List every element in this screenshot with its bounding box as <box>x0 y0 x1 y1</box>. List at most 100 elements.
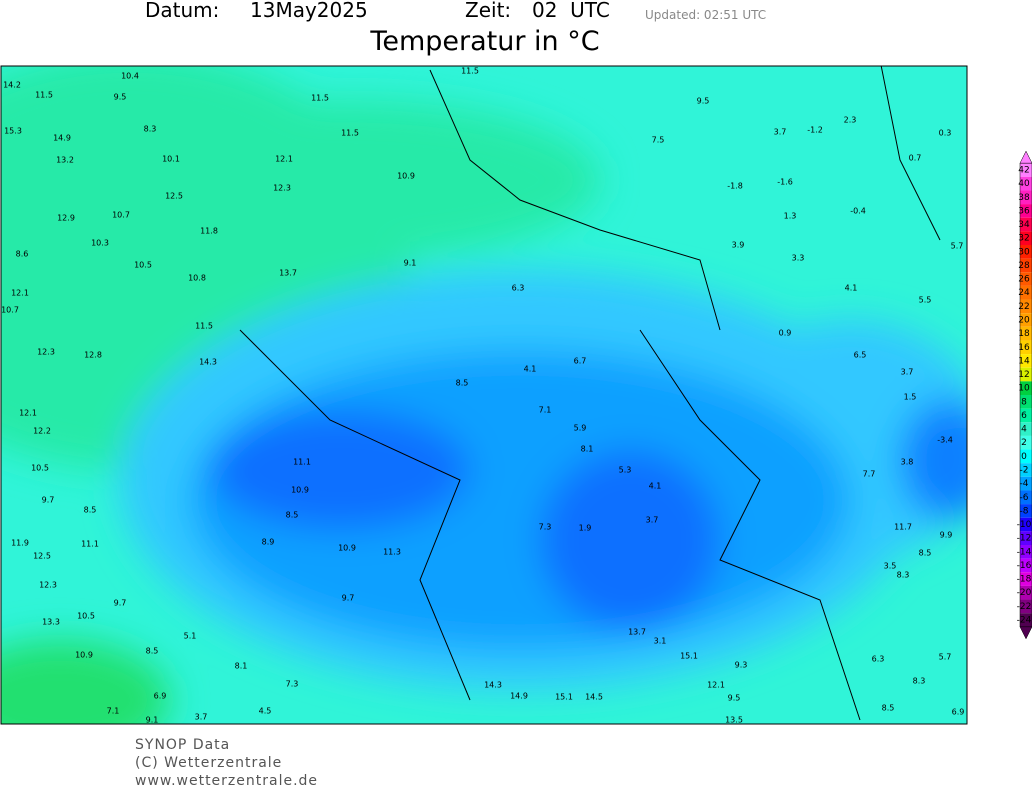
legend-swatch <box>1020 517 1032 532</box>
station-value: 11.5 <box>35 91 53 100</box>
station-value: -1.2 <box>807 126 823 135</box>
legend-swatch <box>1020 408 1032 423</box>
legend-swatch <box>1020 422 1032 436</box>
station-value: 9.9 <box>940 531 953 540</box>
station-value: -1.8 <box>727 182 743 191</box>
legend-tick-label: 6 <box>1021 411 1027 421</box>
station-value: 12.3 <box>37 348 55 357</box>
time: 02 UTC <box>532 0 610 22</box>
borders <box>239 66 941 721</box>
station-value: 5.7 <box>951 242 964 251</box>
legend-tick-label: 32 <box>1018 234 1029 244</box>
station-value: 11.8 <box>200 227 218 236</box>
station-value: 10.4 <box>121 72 139 81</box>
station-value: 10.1 <box>162 155 180 164</box>
legend-tick-label: 18 <box>1018 329 1030 339</box>
updated: Updated: 02:51 UTC <box>645 8 766 22</box>
legend-swatch <box>1020 463 1032 477</box>
legend-swatch <box>1020 545 1032 559</box>
legend-swatch <box>1020 285 1032 300</box>
station-value: 2.3 <box>844 116 857 125</box>
station-value: 10.3 <box>91 239 109 248</box>
station-value: 9.5 <box>728 694 741 703</box>
station-value: 6.9 <box>952 708 965 717</box>
legend-tick-label: -24 <box>1017 616 1032 626</box>
station-value: 12.8 <box>84 351 102 360</box>
station-value: 11.3 <box>383 548 401 557</box>
station-value: 14.5 <box>585 693 603 702</box>
station-value: 3.7 <box>195 713 208 722</box>
station-value: 11.1 <box>81 540 99 549</box>
station-value: 8.5 <box>84 506 97 515</box>
legend-tick-label: 16 <box>1018 343 1030 353</box>
legend-tick-label: 4 <box>1021 425 1027 435</box>
station-value: 10.9 <box>397 172 415 181</box>
station-value: -0.4 <box>850 207 866 216</box>
legend-swatch <box>1020 231 1032 245</box>
station-value: 13.7 <box>628 628 646 637</box>
station-value: 11.7 <box>894 523 912 532</box>
station-value: 4.1 <box>524 365 537 374</box>
legend-swatch <box>1020 490 1032 505</box>
station-value: 10.5 <box>31 464 49 473</box>
station-value: 5.9 <box>574 424 587 433</box>
legend-swatch <box>1020 476 1032 491</box>
station-value: 13.2 <box>56 156 74 165</box>
legend-swatch <box>1020 258 1032 273</box>
station-value: 6.7 <box>574 357 587 366</box>
legend-tick-label: -10 <box>1017 520 1032 530</box>
legend-tick-label: -6 <box>1020 493 1029 503</box>
station-value: -3.4 <box>937 436 953 445</box>
legend-swatch <box>1020 381 1032 395</box>
legend-tick-label: 34 <box>1018 220 1030 230</box>
station-value: 4.1 <box>845 284 858 293</box>
station-value: 5.3 <box>619 466 632 475</box>
legend-swatch <box>1020 176 1032 191</box>
legend-tick-label: 26 <box>1018 275 1030 285</box>
footer-line: www.wetterzentrale.de <box>135 773 318 787</box>
station-value: 11.5 <box>341 129 359 138</box>
station-value: 12.1 <box>19 409 37 418</box>
station-value: 3.7 <box>901 368 914 377</box>
station-value: 11.5 <box>195 322 213 331</box>
legend-tick-label: -12 <box>1017 534 1032 544</box>
station-value: 3.7 <box>774 128 787 137</box>
station-value: 11.5 <box>311 94 329 103</box>
station-value: 3.1 <box>654 637 667 646</box>
legend-tick-label: 0 <box>1021 452 1027 462</box>
legend-tick-label: 38 <box>1018 193 1030 203</box>
legend-swatch <box>1020 245 1032 259</box>
station-value: 10.7 <box>1 306 19 315</box>
legend-tick-label: -2 <box>1020 466 1029 476</box>
legend-tick-label: 40 <box>1018 179 1030 189</box>
station-value: 6.3 <box>512 284 525 293</box>
station-value: 8.5 <box>456 379 469 388</box>
station-value: 11.5 <box>461 67 479 76</box>
legend-tick-label: -16 <box>1017 561 1032 571</box>
legend-swatch <box>1020 217 1032 232</box>
legend-arrow-bottom <box>1019 626 1032 640</box>
station-value: 8.6 <box>16 250 29 259</box>
map-frame <box>0 65 968 725</box>
map-title: Temperatur in °C <box>369 26 599 57</box>
legend-swatch <box>1020 572 1032 586</box>
station-value: -1.6 <box>777 178 793 187</box>
station-value: 3.3 <box>792 254 805 263</box>
station-value: 9.7 <box>342 594 355 603</box>
station-value: 7.7 <box>863 470 876 479</box>
legend-swatch <box>1020 204 1032 218</box>
station-value: 4.1 <box>649 482 662 491</box>
station-value: 6.3 <box>872 655 885 664</box>
station-value: 4.5 <box>259 707 272 716</box>
legend-swatch <box>1020 190 1032 205</box>
legend-swatch <box>1020 326 1032 341</box>
legend-swatch <box>1020 340 1032 355</box>
date: 13May2025 <box>250 0 368 22</box>
station-value: 5.5 <box>919 296 932 305</box>
legend-swatch <box>1020 354 1032 368</box>
station-value: 15.3 <box>4 127 22 136</box>
station-value: 10.5 <box>77 612 95 621</box>
station-value: 9.1 <box>146 716 159 725</box>
station-value: 0.3 <box>939 129 952 138</box>
